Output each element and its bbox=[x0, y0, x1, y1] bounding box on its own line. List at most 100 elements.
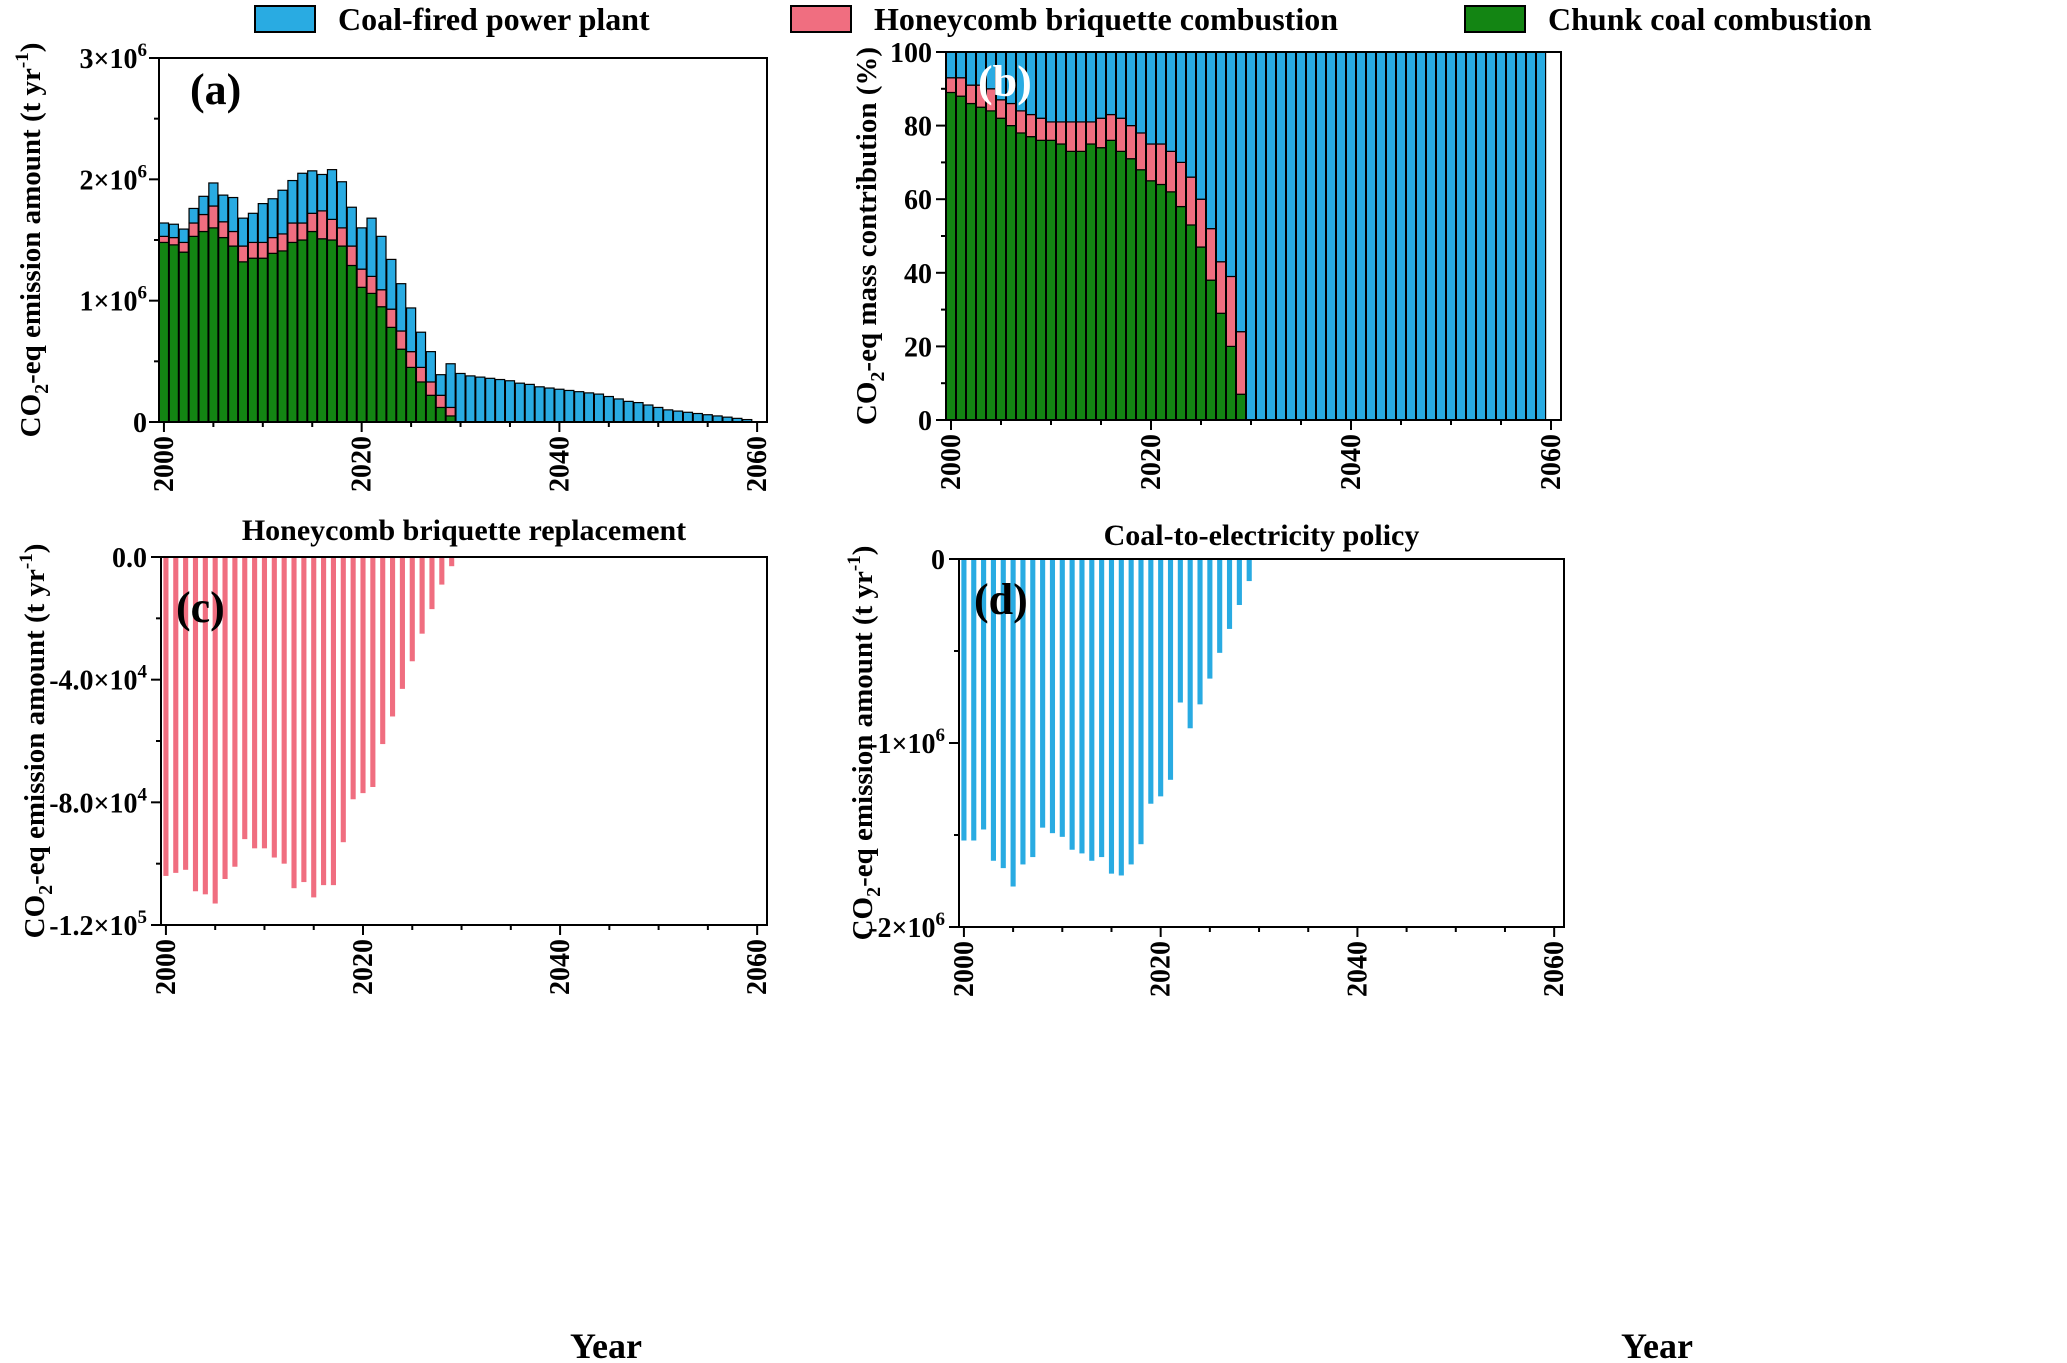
bar-a-coal-fired-power-plant-2021 bbox=[366, 217, 377, 278]
bar-b-coal-fired-power-plant-2059 bbox=[1535, 51, 1547, 421]
bar-b-coal-fired-power-plant-2056 bbox=[1505, 51, 1517, 421]
bar-b-chunk-coal-combustion-2009 bbox=[1035, 139, 1047, 421]
bar-a-coal-fired-power-plant-2029 bbox=[445, 363, 456, 409]
bar-c-2010 bbox=[261, 557, 268, 849]
bar-a-coal-fired-power-plant-2051 bbox=[662, 409, 674, 423]
bar-b-coal-fired-power-plant-2018 bbox=[1125, 51, 1137, 127]
bar-b-chunk-coal-combustion-2027 bbox=[1215, 312, 1227, 421]
bar-a-coal-fired-power-plant-2022 bbox=[376, 235, 387, 291]
bar-d-2001 bbox=[971, 559, 977, 841]
x-tick-label-c-2040: 2040 bbox=[545, 939, 576, 995]
x-tick-label-d-2000: 2000 bbox=[949, 941, 980, 997]
bar-a-chunk-coal-combustion-2016 bbox=[316, 238, 328, 423]
bar-b-chunk-coal-combustion-2019 bbox=[1135, 169, 1147, 421]
bar-a-coal-fired-power-plant-2035 bbox=[504, 380, 516, 423]
y-tick-label-d--2×106: -2×106 bbox=[868, 909, 945, 944]
bar-b-honeycomb-briquette-combustion-2027 bbox=[1215, 261, 1227, 314]
bar-a-chunk-coal-combustion-2022 bbox=[376, 306, 387, 423]
bar-b-coal-fired-power-plant-2033 bbox=[1275, 51, 1287, 421]
bar-d-2014 bbox=[1099, 559, 1105, 858]
bar-b-chunk-coal-combustion-2013 bbox=[1075, 150, 1087, 421]
chart-title-d: Coal-to-electricity policy bbox=[1104, 519, 1420, 552]
bar-c-2017 bbox=[330, 557, 336, 886]
x-tick-label-c-2020: 2020 bbox=[348, 939, 379, 995]
bar-a-chunk-coal-combustion-2007 bbox=[228, 245, 239, 423]
bar-a-honeycomb-briquette-combustion-2005 bbox=[208, 205, 219, 229]
bar-b-coal-fired-power-plant-2011 bbox=[1055, 51, 1067, 123]
y-tick-label-c--1.2×105: -1.2×105 bbox=[49, 907, 147, 942]
x-tick-label-d-2060: 2060 bbox=[1539, 941, 1570, 997]
bar-a-chunk-coal-combustion-2003 bbox=[188, 235, 199, 423]
bar-d-2029 bbox=[1246, 559, 1252, 582]
bar-d-2019 bbox=[1148, 559, 1154, 804]
bar-b-honeycomb-briquette-combustion-2021 bbox=[1155, 143, 1167, 186]
bar-b-chunk-coal-combustion-2005 bbox=[995, 117, 1007, 421]
bar-c-2027 bbox=[429, 557, 435, 610]
bar-a-honeycomb-briquette-combustion-2025 bbox=[405, 351, 417, 369]
x-tick-label-b-2060: 2060 bbox=[1536, 434, 1567, 490]
bar-b-coal-fired-power-plant-2015 bbox=[1095, 51, 1107, 119]
bar-b-coal-fired-power-plant-2050 bbox=[1445, 51, 1457, 421]
bar-a-coal-fired-power-plant-2010 bbox=[257, 203, 268, 244]
bar-b-coal-fired-power-plant-2013 bbox=[1075, 51, 1087, 123]
bar-a-honeycomb-briquette-combustion-2004 bbox=[198, 213, 209, 233]
bar-b-honeycomb-briquette-combustion-2000 bbox=[945, 77, 957, 94]
panel-label-a: (a) bbox=[190, 65, 241, 114]
bar-a-coal-fired-power-plant-2034 bbox=[494, 378, 506, 423]
bar-b-chunk-coal-combustion-2026 bbox=[1205, 279, 1217, 421]
bar-b-coal-fired-power-plant-2049 bbox=[1435, 51, 1447, 421]
y-tick-label-c--4.0×104: -4.0×104 bbox=[49, 662, 147, 697]
bar-b-honeycomb-briquette-combustion-2017 bbox=[1115, 117, 1127, 152]
bar-a-honeycomb-briquette-combustion-2015 bbox=[307, 212, 318, 233]
bar-a-coal-fired-power-plant-2031 bbox=[465, 375, 476, 423]
bar-a-chunk-coal-combustion-2019 bbox=[346, 264, 357, 423]
bar-a-chunk-coal-combustion-2004 bbox=[198, 230, 209, 423]
bar-a-coal-fired-power-plant-2005 bbox=[208, 182, 219, 207]
x-axis-label-left: Year bbox=[570, 1326, 642, 1363]
x-tick-label-b-2000: 2000 bbox=[936, 434, 967, 490]
bar-a-coal-fired-power-plant-2024 bbox=[396, 283, 407, 332]
bar-a-chunk-coal-combustion-2014 bbox=[297, 239, 308, 423]
y-tick-label-a-0: 0 bbox=[133, 408, 147, 439]
bar-b-coal-fired-power-plant-2041 bbox=[1355, 51, 1367, 421]
bar-c-2021 bbox=[370, 557, 376, 787]
bar-d-2016 bbox=[1118, 559, 1124, 876]
bar-a-coal-fired-power-plant-2042 bbox=[574, 391, 585, 423]
x-tick-label-a-2020: 2020 bbox=[347, 436, 378, 492]
legend-item-coal-fired-power-plant: Coal-fired power plant bbox=[254, 1, 650, 37]
bar-b-coal-fired-power-plant-2012 bbox=[1065, 51, 1077, 123]
bar-d-2009 bbox=[1049, 559, 1056, 834]
bar-a-coal-fired-power-plant-2012 bbox=[277, 189, 288, 235]
bar-a-chunk-coal-combustion-2023 bbox=[386, 326, 397, 423]
bar-b-coal-fired-power-plant-2029 bbox=[1235, 51, 1247, 333]
bar-b-coal-fired-power-plant-2010 bbox=[1045, 51, 1057, 123]
bar-b-coal-fired-power-plant-2019 bbox=[1135, 51, 1147, 134]
bar-b-coal-fired-power-plant-2022 bbox=[1165, 51, 1177, 152]
bar-b-coal-fired-power-plant-2021 bbox=[1155, 51, 1167, 145]
bar-c-2014 bbox=[301, 557, 307, 883]
bar-b-coal-fired-power-plant-2052 bbox=[1465, 51, 1477, 421]
bar-c-2025 bbox=[409, 557, 415, 662]
bar-a-coal-fired-power-plant-2001 bbox=[168, 223, 179, 239]
bar-b-honeycomb-briquette-combustion-2008 bbox=[1025, 113, 1037, 138]
bar-b-honeycomb-briquette-combustion-2006 bbox=[1005, 102, 1017, 127]
bar-a-coal-fired-power-plant-2003 bbox=[188, 207, 199, 224]
bar-a-coal-fired-power-plant-2040 bbox=[554, 388, 565, 423]
bar-a-honeycomb-briquette-combustion-2029 bbox=[445, 406, 456, 417]
bar-c-2019 bbox=[350, 557, 356, 800]
bar-a-honeycomb-briquette-combustion-2013 bbox=[287, 222, 298, 244]
bar-d-2023 bbox=[1187, 559, 1193, 729]
bar-c-2028 bbox=[439, 557, 445, 585]
legend-label-honeycomb: Honeycomb briquette combustion bbox=[874, 0, 1338, 37]
bar-a-coal-fired-power-plant-2046 bbox=[613, 398, 624, 423]
bar-a-coal-fired-power-plant-2016 bbox=[316, 173, 328, 212]
bar-b-honeycomb-briquette-combustion-2019 bbox=[1135, 132, 1147, 171]
bar-a-coal-fired-power-plant-2015 bbox=[307, 170, 318, 214]
y-tick-label-b-0: 0 bbox=[918, 406, 932, 437]
bar-b-coal-fired-power-plant-2044 bbox=[1385, 51, 1397, 421]
bar-a-coal-fired-power-plant-2011 bbox=[267, 198, 278, 239]
bar-d-2024 bbox=[1197, 559, 1203, 705]
bar-b-chunk-coal-combustion-2016 bbox=[1105, 139, 1117, 421]
bar-b-chunk-coal-combustion-2023 bbox=[1175, 205, 1187, 421]
bar-a-chunk-coal-combustion-2020 bbox=[356, 286, 367, 423]
